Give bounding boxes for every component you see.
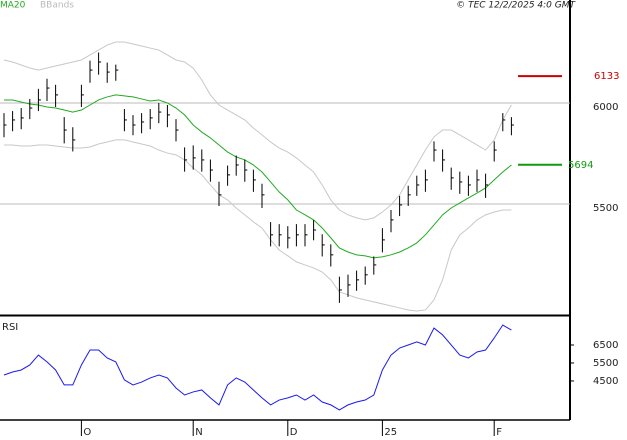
y-tick-label: 4500 (593, 376, 618, 387)
x-tick-label: 25 (384, 427, 397, 438)
y-tick-label: 6500 (593, 340, 618, 351)
x-tick-label: D (290, 427, 298, 438)
timestamp: © TEC 12/2/2025 4:0 GMT (456, 1, 576, 11)
x-tick-label: N (195, 427, 202, 438)
price-label: 5694 (568, 160, 593, 171)
legend-ma20: MA20 (0, 1, 26, 11)
bband-lower (4, 139, 512, 312)
x-tick-label: O (83, 427, 91, 438)
x-tick-label: F (496, 427, 502, 438)
y-tick-label: 6000 (593, 102, 618, 113)
rsi-line (3, 324, 512, 411)
rsi-title: RSI (2, 322, 18, 333)
y-tick-label: 5500 (593, 358, 618, 369)
price-label: 6133 (594, 71, 619, 82)
ma20-line (4, 94, 512, 259)
y-tick-label: 5500 (593, 203, 618, 214)
legend-bbands: BBands (40, 1, 74, 11)
bband-upper (3, 41, 512, 221)
